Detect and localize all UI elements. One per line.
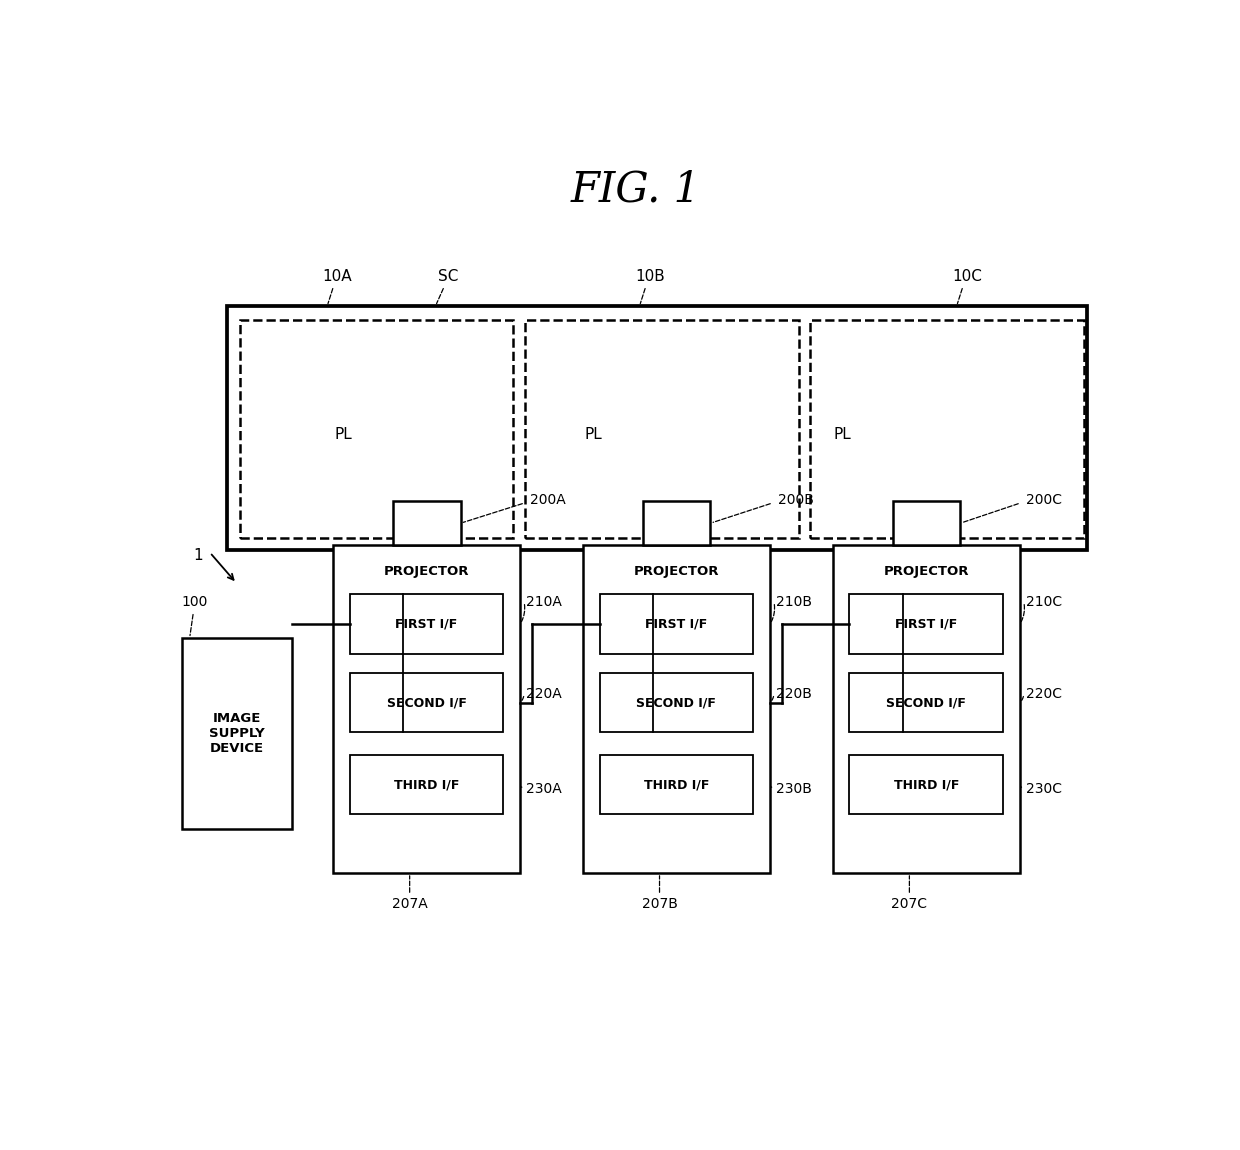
Text: 207B: 207B [641, 897, 677, 911]
Text: SECOND I/F: SECOND I/F [387, 696, 466, 710]
Bar [393, 501, 460, 545]
Bar [350, 595, 503, 653]
Text: PL: PL [335, 427, 352, 442]
Bar [832, 545, 1019, 873]
Bar [182, 638, 293, 829]
Bar [893, 501, 960, 545]
Text: 230B: 230B [776, 782, 812, 796]
Text: 210B: 210B [776, 595, 812, 608]
Text: 200A: 200A [529, 493, 565, 507]
Text: THIRD I/F: THIRD I/F [644, 779, 709, 791]
Text: FIG. 1: FIG. 1 [570, 169, 701, 210]
Text: SECOND I/F: SECOND I/F [887, 696, 966, 710]
Text: 210C: 210C [1025, 595, 1061, 608]
Text: THIRD I/F: THIRD I/F [894, 779, 959, 791]
Bar [599, 673, 753, 733]
Text: 230C: 230C [1025, 782, 1061, 796]
Bar [583, 545, 770, 873]
Text: 100: 100 [182, 595, 208, 610]
Text: PROJECTOR: PROJECTOR [634, 565, 719, 577]
Bar [599, 595, 753, 653]
Bar [350, 673, 503, 733]
Text: 220A: 220A [526, 687, 562, 700]
Text: 10B: 10B [635, 269, 665, 284]
Bar [849, 595, 1003, 653]
Text: 220B: 220B [776, 687, 812, 700]
Text: 10A: 10A [322, 269, 352, 284]
Text: PROJECTOR: PROJECTOR [883, 565, 968, 577]
Text: PL: PL [584, 427, 601, 442]
Bar [849, 754, 1003, 814]
Text: PL: PL [835, 427, 852, 442]
Text: SECOND I/F: SECOND I/F [636, 696, 717, 710]
Text: 207C: 207C [892, 897, 928, 911]
Text: FIRST I/F: FIRST I/F [396, 618, 458, 630]
Bar [525, 320, 799, 538]
Bar [599, 754, 753, 814]
Bar [350, 754, 503, 814]
Text: 220C: 220C [1025, 687, 1061, 700]
Bar [239, 320, 513, 538]
Text: 210A: 210A [526, 595, 562, 608]
Text: 200B: 200B [777, 493, 813, 507]
Text: 230A: 230A [526, 782, 562, 796]
Text: 1: 1 [193, 549, 203, 564]
Bar [332, 545, 521, 873]
Bar [227, 306, 1087, 550]
Bar [811, 320, 1084, 538]
Text: FIRST I/F: FIRST I/F [645, 618, 708, 630]
Text: 10C: 10C [952, 269, 982, 284]
Text: THIRD I/F: THIRD I/F [394, 779, 459, 791]
Bar [849, 673, 1003, 733]
Text: 200C: 200C [1025, 493, 1061, 507]
Text: FIRST I/F: FIRST I/F [895, 618, 957, 630]
Bar [644, 501, 711, 545]
Text: SC: SC [438, 269, 459, 284]
Text: IMAGE
SUPPLY
DEVICE: IMAGE SUPPLY DEVICE [210, 712, 265, 756]
Text: 207A: 207A [392, 897, 428, 911]
Text: PROJECTOR: PROJECTOR [383, 565, 469, 577]
